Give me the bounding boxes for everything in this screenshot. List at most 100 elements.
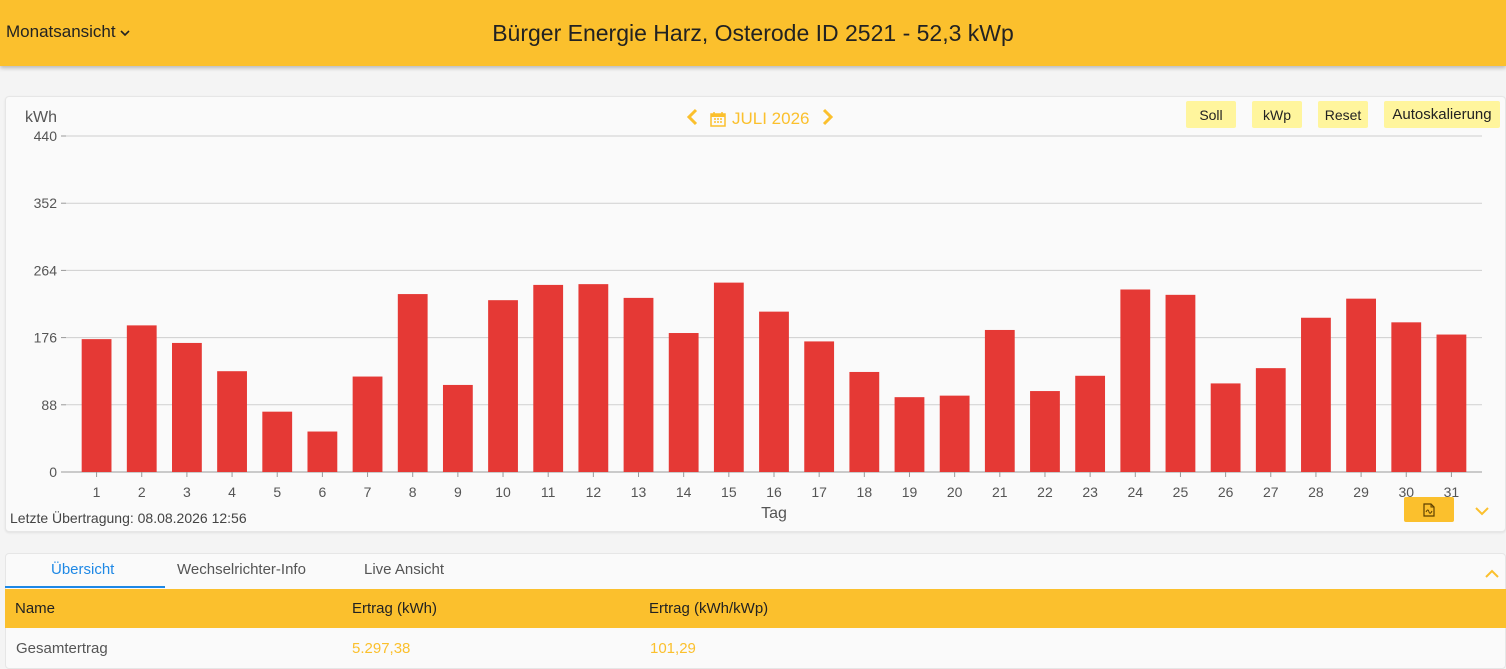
last-transmission-text: Letzte Übertragung: 08.08.2026 12:56 (10, 510, 247, 526)
reset-button[interactable]: Reset (1318, 101, 1368, 128)
page-title: Bürger Energie Harz, Osterode ID 2521 - … (492, 20, 1014, 46)
bar-day-24 (1120, 289, 1151, 472)
tab-live-view[interactable]: Live Ansicht (364, 561, 445, 578)
chevron-up-icon[interactable] (1484, 566, 1500, 584)
chevron-down-icon (120, 26, 130, 40)
bar-day-6 (307, 431, 338, 472)
bar-day-26 (1210, 383, 1241, 472)
x-tick-label: 1 (93, 484, 101, 500)
bar-day-1 (81, 339, 112, 472)
x-tick-label: 11 (541, 484, 556, 500)
bar-day-7 (352, 376, 383, 472)
x-tick-label: 4 (228, 484, 236, 500)
x-tick-label: 2 (138, 484, 146, 500)
bar-day-4 (217, 371, 247, 472)
y-axis-label: kWh (25, 109, 57, 126)
x-tick-label: 27 (1263, 484, 1279, 500)
pdf-icon (1423, 502, 1435, 517)
x-tick-label: 14 (676, 484, 692, 500)
soll-button[interactable]: Soll (1186, 101, 1236, 128)
y-tick-label: 440 (34, 128, 58, 144)
x-tick-label: 16 (766, 484, 782, 500)
next-month-button[interactable] (816, 108, 840, 129)
x-tick-label: 20 (947, 484, 963, 500)
period-label[interactable]: JULI 2026 (732, 108, 810, 128)
row-yield-kwh-kwp: 101,29 (650, 640, 696, 657)
autoscale-button[interactable]: Autoskalierung (1384, 101, 1500, 128)
x-tick-label: 22 (1037, 484, 1053, 500)
x-tick-label: 9 (454, 484, 462, 500)
chart-card (5, 96, 1506, 532)
bar-day-17 (804, 341, 835, 472)
bar-day-31 (1436, 334, 1467, 472)
bar-day-3 (172, 342, 202, 472)
bar-day-23 (1075, 375, 1106, 472)
x-tick-label: 17 (811, 484, 827, 500)
x-tick-label: 28 (1308, 484, 1324, 500)
x-tick-label: 6 (318, 484, 326, 500)
bar-day-11 (533, 284, 564, 472)
x-tick-label: 7 (364, 484, 372, 500)
active-tab-indicator (5, 586, 165, 588)
bar-day-22 (1030, 391, 1060, 472)
x-tick-label: 26 (1218, 484, 1234, 500)
bar-day-19 (894, 397, 925, 472)
x-tick-label: 3 (183, 484, 191, 500)
x-tick-label: 31 (1444, 484, 1460, 500)
y-tick-label: 176 (34, 330, 58, 346)
x-tick-label: 29 (1353, 484, 1369, 500)
bar-day-28 (1301, 317, 1331, 472)
tab-inverter-info[interactable]: Wechselrichter-Info (177, 561, 306, 578)
x-tick-label: 25 (1173, 484, 1189, 500)
x-tick-label: 21 (992, 484, 1008, 500)
bar-day-2 (126, 325, 157, 472)
x-tick-label: 10 (495, 484, 511, 500)
bar-day-30 (1391, 322, 1422, 472)
period-navigator: JULI 2026 (680, 108, 840, 129)
x-tick-label: 15 (721, 484, 737, 500)
bar-day-29 (1346, 298, 1376, 472)
view-mode-dropdown[interactable]: Monatsansicht (6, 22, 130, 42)
y-tick-label: 352 (34, 195, 58, 211)
view-mode-label: Monatsansicht (6, 22, 116, 41)
bar-day-14 (668, 333, 699, 472)
y-tick-label: 88 (41, 397, 57, 413)
chevron-left-icon (686, 108, 698, 126)
column-header-yield-kwh-kwp: Ertrag (kWh/kWp) (649, 600, 769, 617)
previous-month-button[interactable] (680, 108, 704, 129)
collapse-chart-chevron-icon[interactable] (1474, 503, 1490, 521)
table-header-row (5, 589, 1506, 628)
x-tick-label: 19 (902, 484, 918, 500)
calendar-icon (710, 111, 726, 127)
bar-day-8 (397, 294, 428, 472)
x-tick-label: 24 (1128, 484, 1144, 500)
bar-day-10 (488, 300, 518, 472)
x-axis-label: Tag (761, 505, 787, 522)
column-header-yield-kwh: Ertrag (kWh) (352, 600, 438, 617)
row-yield-kwh: 5.297,38 (352, 640, 411, 657)
x-tick-label: 8 (409, 484, 417, 500)
x-tick-label: 18 (857, 484, 873, 500)
chevron-right-icon (822, 108, 833, 126)
x-tick-label: 13 (631, 484, 647, 500)
bar-day-18 (849, 371, 880, 472)
top-bar: Monatsansicht Bürger Energie Harz, Oster… (0, 0, 1506, 66)
bar-day-12 (578, 284, 609, 472)
pdf-export-button[interactable] (1404, 497, 1454, 522)
x-tick-label: 23 (1082, 484, 1098, 500)
x-tick-label: 12 (586, 484, 602, 500)
bar-day-20 (939, 395, 970, 472)
bar-day-27 (1255, 368, 1286, 472)
bar-day-5 (262, 411, 293, 472)
bar-day-16 (759, 311, 789, 472)
row-name: Gesamtertrag (16, 640, 108, 657)
y-tick-label: 0 (49, 464, 57, 480)
bar-day-15 (713, 282, 744, 472)
tab-overview[interactable]: Übersicht (51, 561, 115, 578)
kwp-button[interactable]: kWp (1252, 101, 1302, 128)
bar-day-25 (1165, 294, 1196, 472)
bar-day-9 (442, 384, 473, 472)
x-tick-label: 30 (1398, 484, 1414, 500)
bar-day-13 (623, 297, 654, 472)
